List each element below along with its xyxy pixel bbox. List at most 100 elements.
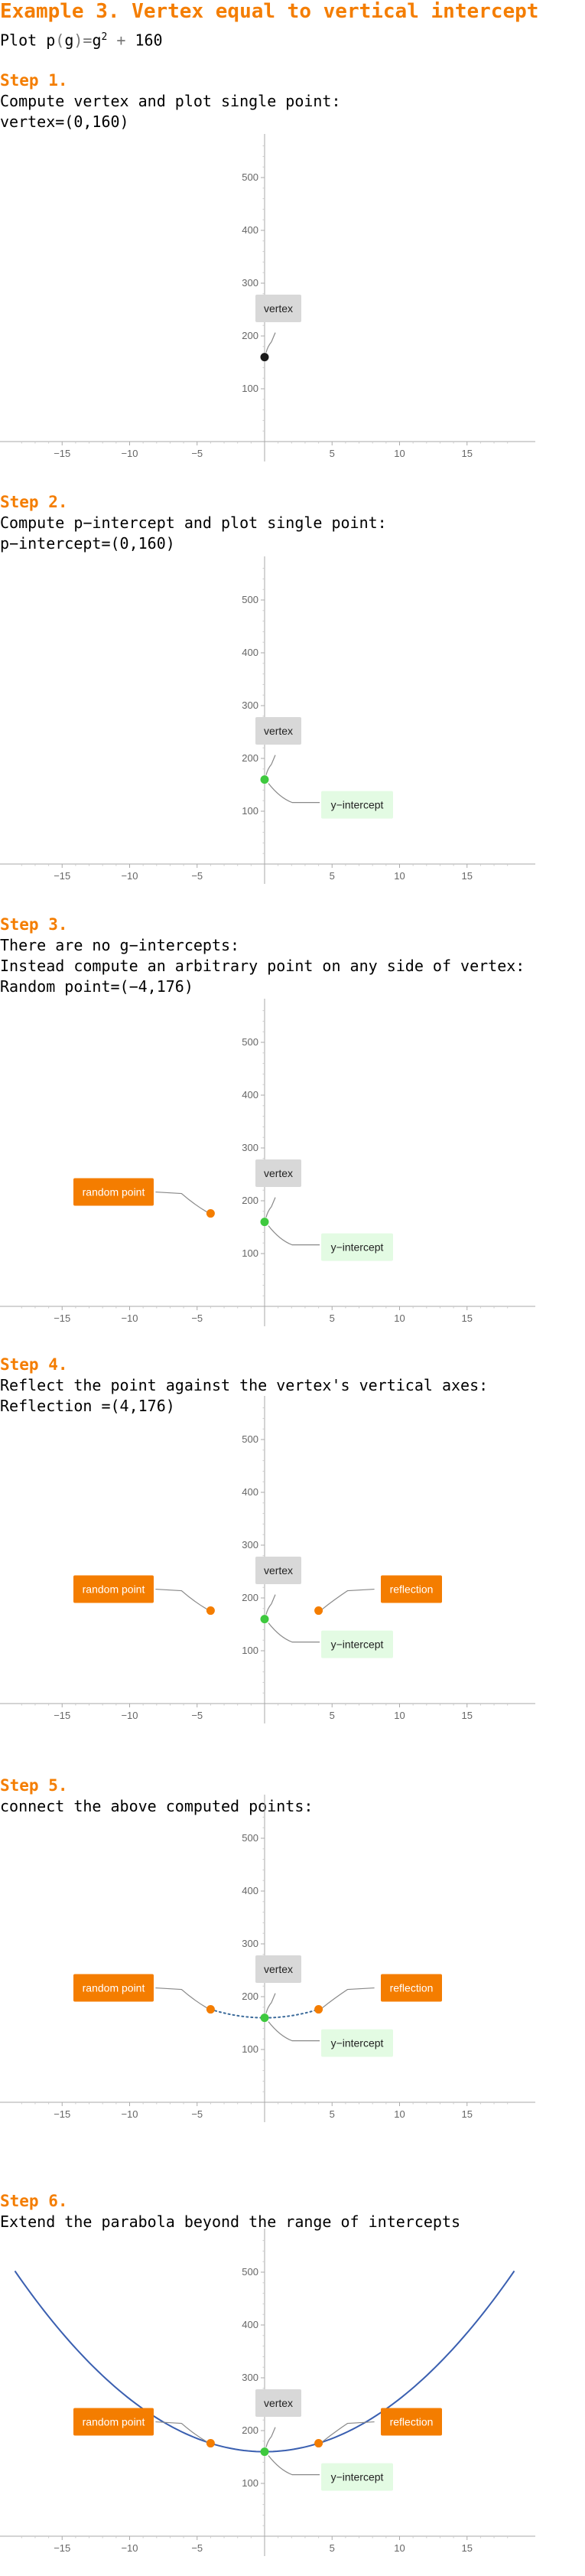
- x-tick-label: 10: [394, 1710, 405, 1721]
- callout-box: [321, 1233, 393, 1261]
- data-point: [260, 2447, 269, 2457]
- step-text: Extend the parabola beyond the range of …: [0, 2212, 460, 2232]
- y-tick-label: 100: [242, 1247, 258, 1259]
- y-tick-label: 100: [242, 1645, 258, 1656]
- y-tick-label: 100: [242, 2043, 258, 2055]
- random-point-callout: random point: [73, 1178, 207, 1213]
- callout-leader: [155, 1588, 207, 1610]
- reflection-callout: reflection: [322, 2408, 442, 2443]
- callout-label: random point: [83, 1982, 145, 1994]
- vertex-callout: vertex: [255, 1955, 301, 2014]
- data-point: [314, 2005, 323, 2014]
- step-text-line: There are no g−intercepts:: [0, 936, 240, 954]
- callout-box: [381, 1974, 442, 2002]
- x-tick-label: −5: [191, 2108, 203, 2120]
- chart: −15 −10 −5 5 10 15 100 200 300 400 500 vertex y−inte…: [0, 999, 535, 1326]
- step-text-line: Reflect the point against the vertex's v…: [0, 1376, 489, 1394]
- step-text: Compute p−intercept and plot single poin…: [0, 513, 387, 554]
- data-point: [260, 353, 269, 362]
- step-heading: Step 5.: [0, 1776, 68, 1795]
- callout-label: random point: [83, 2416, 145, 2428]
- callout-leader: [265, 1197, 276, 1218]
- reflection-callout: reflection: [322, 1575, 442, 1610]
- y-tick-label: 200: [242, 752, 258, 764]
- x-tick-label: 15: [462, 448, 473, 459]
- function-base: g: [92, 31, 102, 50]
- callout-leader: [322, 1588, 375, 1610]
- equals-sign: =: [83, 31, 93, 50]
- callout-label: vertex: [264, 1963, 293, 1975]
- step-text-line: Compute vertex and plot single point:: [0, 92, 341, 110]
- data-point: [206, 1209, 215, 1218]
- callout-box: [255, 295, 301, 322]
- x-tick-label: −10: [121, 2108, 138, 2120]
- data-point: [206, 2439, 215, 2448]
- x-tick-label: 15: [462, 2542, 473, 2554]
- callout-label: reflection: [390, 2416, 434, 2428]
- callout-leader: [155, 1987, 207, 2009]
- y-tick-label: 400: [242, 1089, 258, 1101]
- plus-sign: +: [107, 31, 135, 50]
- callout-box: [255, 717, 301, 745]
- x-tick-label: −15: [54, 1312, 70, 1324]
- plot-prefix: Plot: [0, 31, 47, 50]
- callout-leader: [155, 1191, 207, 1213]
- step-text: connect the above computed points:: [0, 1796, 313, 1817]
- chart: −15 −10 −5 5 10 15 100 200 300 400 500 vertex y−inte…: [0, 1795, 535, 2122]
- callout-box: [321, 791, 393, 819]
- x-tick-label: 15: [462, 1710, 473, 1721]
- x-tick-label: 5: [330, 2108, 335, 2120]
- callout-leader: [265, 1993, 276, 2014]
- x-tick-label: −10: [121, 1312, 138, 1324]
- callout-leader: [322, 2421, 375, 2443]
- y-tick-label: 200: [242, 1592, 258, 1603]
- x-tick-label: 10: [394, 1312, 405, 1324]
- y-tick-label: 400: [242, 2319, 258, 2330]
- y-tick-label: 100: [242, 805, 258, 817]
- callout-leader: [268, 1225, 320, 1246]
- x-tick-label: −15: [54, 448, 70, 459]
- data-point: [260, 2014, 269, 2023]
- y-tick-label: 200: [242, 330, 258, 341]
- callout-leader: [265, 2427, 276, 2447]
- callout-leader: [268, 2455, 320, 2476]
- callout-leader: [268, 2021, 320, 2042]
- callout-box: [73, 1178, 154, 1206]
- x-tick-label: 5: [330, 870, 335, 882]
- y-tick-label: 100: [242, 2477, 258, 2489]
- y-tick-label: 400: [242, 1885, 258, 1896]
- callout-leader: [265, 332, 276, 353]
- function-variable: g: [64, 31, 74, 50]
- y-tick-label: 300: [242, 1938, 258, 1949]
- step-heading: Step 3.: [0, 915, 68, 934]
- x-tick-label: −10: [121, 448, 138, 459]
- callout-label: vertex: [264, 1564, 293, 1577]
- x-tick-label: −15: [54, 2108, 70, 2120]
- step-text-line: vertex=(0,160): [0, 112, 129, 131]
- reflection-callout: reflection: [322, 1974, 442, 2009]
- step-text-line: p−intercept=(0,160): [0, 534, 175, 553]
- y-intercept-callout: y−intercept: [268, 2021, 393, 2057]
- callout-label: vertex: [264, 302, 293, 315]
- callout-box: [255, 2389, 301, 2417]
- callout-label: y−intercept: [331, 2471, 384, 2483]
- callout-box: [321, 1630, 393, 1658]
- y-tick-label: 500: [242, 171, 258, 183]
- x-tick-label: −5: [191, 1710, 203, 1721]
- callout-box: [255, 1955, 301, 1983]
- y-tick-label: 300: [242, 1142, 258, 1153]
- vertex-callout: vertex: [255, 717, 301, 775]
- data-point: [206, 1606, 215, 1616]
- step-text: Reflect the point against the vertex's v…: [0, 1375, 488, 1417]
- close-paren: ): [73, 31, 83, 50]
- x-tick-label: 10: [394, 870, 405, 882]
- x-tick-label: 10: [394, 2108, 405, 2120]
- callout-leader: [268, 783, 320, 804]
- x-tick-label: 5: [330, 1312, 335, 1324]
- callout-box: [381, 1575, 442, 1603]
- y-tick-label: 200: [242, 1195, 258, 1206]
- y-intercept-callout: y−intercept: [268, 2455, 393, 2491]
- y-tick-label: 400: [242, 647, 258, 658]
- y-tick-label: 500: [242, 1036, 258, 1048]
- callout-label: random point: [83, 1186, 145, 1198]
